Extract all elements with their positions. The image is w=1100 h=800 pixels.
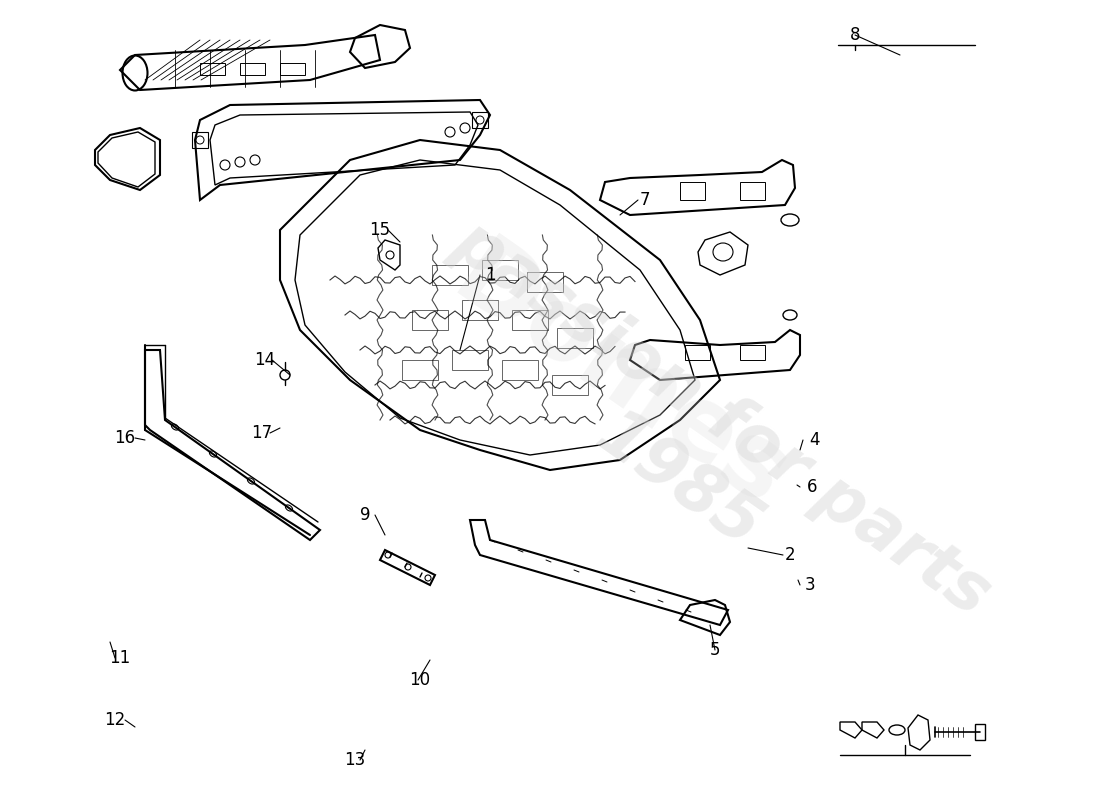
Text: 1: 1 <box>485 266 495 284</box>
Text: 4: 4 <box>810 431 821 449</box>
Text: Domes: Domes <box>436 230 805 530</box>
Text: 17: 17 <box>252 424 273 442</box>
Text: 7: 7 <box>640 191 650 209</box>
Text: 6: 6 <box>806 478 817 496</box>
Text: 14: 14 <box>254 351 276 369</box>
Text: 5: 5 <box>710 641 720 659</box>
Text: 2: 2 <box>784 546 795 564</box>
Text: 3: 3 <box>805 576 815 594</box>
Text: 8: 8 <box>849 26 860 44</box>
Text: 10: 10 <box>409 671 430 689</box>
Text: 9: 9 <box>360 506 371 524</box>
Text: 13: 13 <box>344 751 365 769</box>
Text: passion for parts
1985: passion for parts 1985 <box>397 208 1003 692</box>
Text: 11: 11 <box>109 649 131 667</box>
Text: 12: 12 <box>104 711 125 729</box>
Text: 15: 15 <box>370 221 390 239</box>
Text: 16: 16 <box>114 429 135 447</box>
